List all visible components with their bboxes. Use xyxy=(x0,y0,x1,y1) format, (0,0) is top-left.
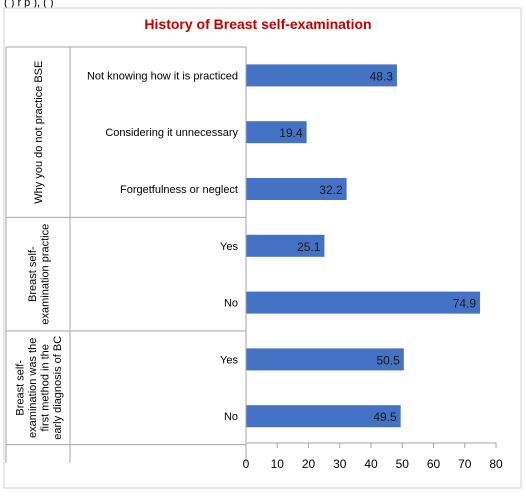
group-label-line: Breast self- xyxy=(14,360,26,416)
bar xyxy=(246,291,481,314)
group-label: Breast self-examination practice xyxy=(27,224,52,325)
x-tick-label: 20 xyxy=(302,457,316,471)
data-label: 74.9 xyxy=(453,297,477,311)
bar xyxy=(246,64,397,87)
group-label-line: first method in the xyxy=(39,344,51,431)
group-label: Why you do not practice BSE xyxy=(33,61,45,204)
x-tick-label: 10 xyxy=(271,457,285,471)
data-label: 49.5 xyxy=(373,410,397,424)
x-tick-label: 50 xyxy=(396,457,410,471)
bar xyxy=(246,348,404,371)
category-label: No xyxy=(224,298,238,310)
header-fragment: ( ) r p ), ( ) xyxy=(4,0,54,9)
category-label: Yes xyxy=(220,241,238,253)
x-tick-label: 40 xyxy=(364,457,378,471)
category-label: Not knowing how it is practiced xyxy=(87,70,238,82)
data-label: 32.2 xyxy=(319,183,343,197)
chart-title: History of Breast self-examination xyxy=(144,16,371,32)
x-tick-label: 60 xyxy=(427,457,441,471)
x-tick-label: 30 xyxy=(333,457,347,471)
bar xyxy=(246,121,307,144)
x-tick-label: 80 xyxy=(489,457,503,471)
group-label-line: examination practice xyxy=(39,224,51,325)
data-label: 48.3 xyxy=(370,69,394,83)
group-label-line: early diagnosis of BC xyxy=(52,336,64,440)
x-tick-label: 70 xyxy=(458,457,472,471)
bar xyxy=(246,405,401,428)
category-label: Forgetfulness or neglect xyxy=(120,184,238,196)
category-label: Yes xyxy=(220,354,238,366)
x-tick-label: 0 xyxy=(243,457,250,471)
category-label: Considering it unnecessary xyxy=(105,127,238,139)
data-label: 19.4 xyxy=(279,126,303,140)
group-label: Breast self-examination was thefirst met… xyxy=(14,336,64,440)
group-label-line: examination was the xyxy=(27,338,39,438)
data-label: 50.5 xyxy=(376,353,400,367)
category-label: No xyxy=(224,411,238,423)
group-label-line: Why you do not practice BSE xyxy=(33,61,45,204)
data-label: 25.1 xyxy=(297,240,321,254)
group-label-line: Breast self- xyxy=(27,246,39,302)
bar xyxy=(246,178,347,200)
bar xyxy=(246,234,325,257)
